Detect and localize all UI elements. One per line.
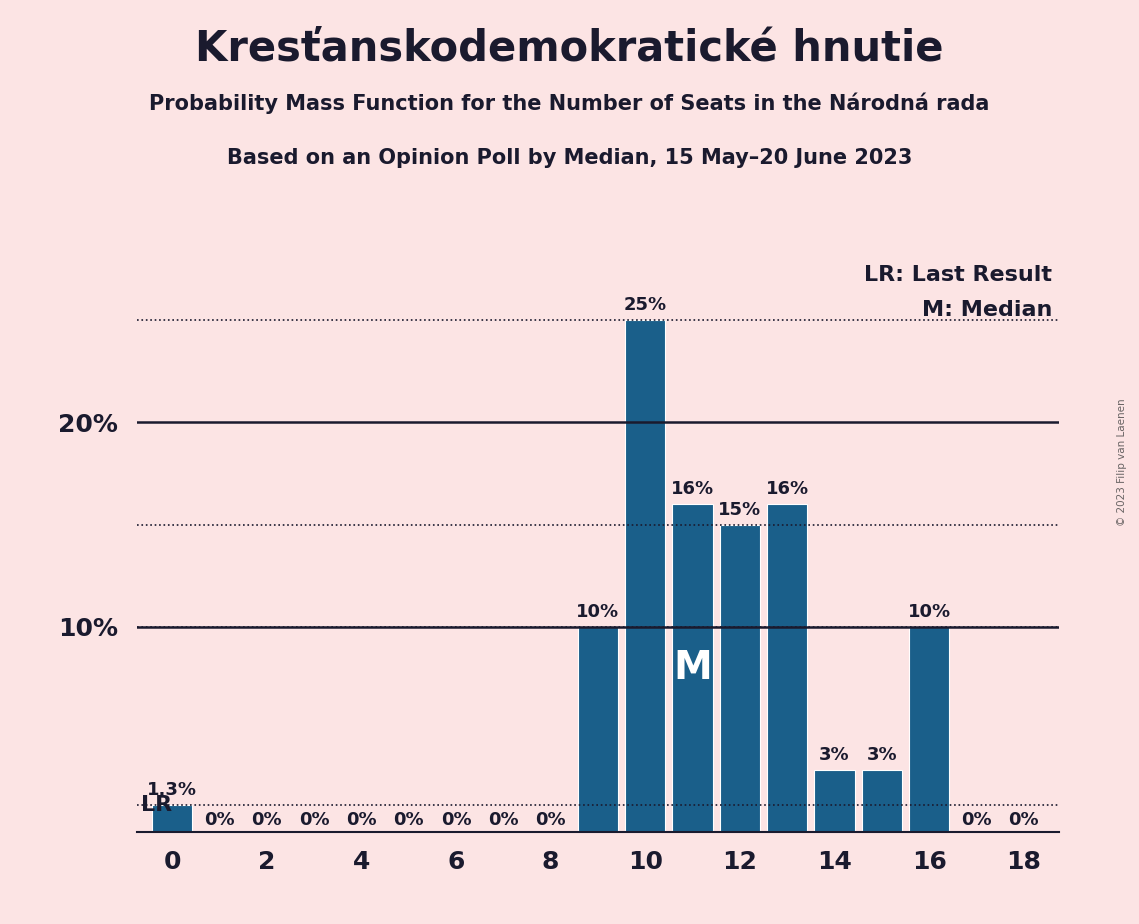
Text: 0%: 0%: [346, 810, 377, 829]
Text: 16%: 16%: [671, 480, 714, 498]
Text: Kresťanskodemokratické hnutie: Kresťanskodemokratické hnutie: [195, 28, 944, 69]
Bar: [577, 627, 618, 832]
Bar: [153, 805, 192, 832]
Text: 3%: 3%: [819, 746, 850, 764]
Text: 0%: 0%: [535, 810, 566, 829]
Bar: [862, 771, 902, 832]
Text: 1.3%: 1.3%: [147, 781, 197, 799]
Text: 16%: 16%: [765, 480, 809, 498]
Bar: [720, 525, 760, 832]
Text: LR: LR: [141, 795, 172, 815]
Text: Probability Mass Function for the Number of Seats in the Národná rada: Probability Mass Function for the Number…: [149, 92, 990, 114]
Text: 0%: 0%: [961, 810, 992, 829]
Bar: [625, 320, 665, 832]
Text: 0%: 0%: [487, 810, 518, 829]
Bar: [767, 505, 808, 832]
Text: 15%: 15%: [719, 501, 762, 518]
Text: M: Median: M: Median: [921, 300, 1052, 320]
Text: M: M: [673, 649, 712, 687]
Text: 0%: 0%: [252, 810, 282, 829]
Text: LR: Last Result: LR: Last Result: [865, 265, 1052, 286]
Text: 10%: 10%: [576, 602, 620, 621]
Text: © 2023 Filip van Laenen: © 2023 Filip van Laenen: [1117, 398, 1126, 526]
Text: 10%: 10%: [908, 602, 951, 621]
Bar: [814, 771, 854, 832]
Text: 0%: 0%: [204, 810, 235, 829]
Text: 3%: 3%: [867, 746, 898, 764]
Text: 0%: 0%: [393, 810, 424, 829]
Bar: [909, 627, 949, 832]
Text: 0%: 0%: [1008, 810, 1039, 829]
Text: 0%: 0%: [298, 810, 329, 829]
Bar: [672, 505, 713, 832]
Text: Based on an Opinion Poll by Median, 15 May–20 June 2023: Based on an Opinion Poll by Median, 15 M…: [227, 148, 912, 168]
Text: 25%: 25%: [624, 296, 666, 314]
Text: 0%: 0%: [441, 810, 472, 829]
